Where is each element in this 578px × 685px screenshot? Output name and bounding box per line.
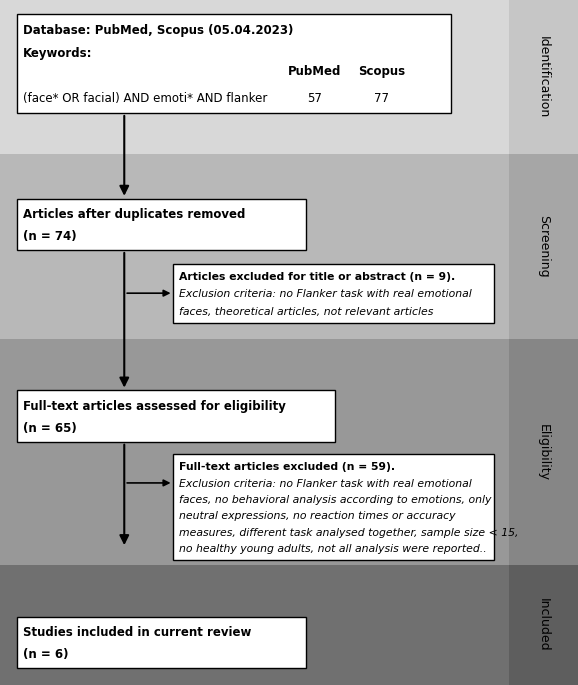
Bar [0,0,578,154]
Text: Scopus: Scopus [358,66,405,78]
Text: Exclusion criteria: no Flanker task with real emotional: Exclusion criteria: no Flanker task with… [179,479,472,488]
Text: Eligibility: Eligibility [537,423,550,481]
Text: Screening: Screening [537,215,550,278]
Text: Exclusion criteria: no Flanker task with real emotional: Exclusion criteria: no Flanker task with… [179,289,472,299]
Bar [509,339,578,565]
Text: 77: 77 [374,92,389,105]
Text: (n = 65): (n = 65) [23,421,77,434]
Bar [509,0,578,154]
FancyBboxPatch shape [17,199,306,250]
Text: Database: PubMed, Scopus (05.04.2023): Database: PubMed, Scopus (05.04.2023) [23,24,294,37]
Text: 57: 57 [307,92,323,105]
Bar [509,565,578,685]
Text: measures, different task analysed together, sample size < 15,: measures, different task analysed togeth… [179,527,518,538]
Text: (n = 6): (n = 6) [23,647,69,660]
Text: Included: Included [537,598,550,652]
Text: faces, no behavioral analysis according to emotions, only: faces, no behavioral analysis according … [179,495,491,505]
Text: Articles excluded for title or abstract (n = 9).: Articles excluded for title or abstract … [179,272,455,282]
Text: faces, theoretical articles, not relevant articles: faces, theoretical articles, not relevan… [179,306,434,316]
Text: PubMed: PubMed [288,66,342,78]
Text: neutral expressions, no reaction times or accuracy: neutral expressions, no reaction times o… [179,511,455,521]
Bar [0,154,578,339]
FancyBboxPatch shape [173,454,494,560]
Text: Keywords:: Keywords: [23,47,92,60]
FancyBboxPatch shape [17,616,306,668]
Text: Identification: Identification [537,36,550,119]
Bar [509,154,578,339]
Text: (n = 74): (n = 74) [23,229,77,242]
Text: Full-text articles excluded (n = 59).: Full-text articles excluded (n = 59). [179,462,395,472]
Bar [0,339,578,565]
FancyBboxPatch shape [17,14,451,113]
Bar [0,565,578,685]
FancyBboxPatch shape [17,390,335,442]
Text: Full-text articles assessed for eligibility: Full-text articles assessed for eligibil… [23,400,286,413]
FancyBboxPatch shape [173,264,494,323]
Text: Studies included in current review: Studies included in current review [23,626,251,639]
Text: (face* OR facial) AND emoti* AND flanker: (face* OR facial) AND emoti* AND flanker [23,92,268,105]
Text: no healthy young adults, not all analysis were reported..: no healthy young adults, not all analysi… [179,544,487,554]
Text: Articles after duplicates removed: Articles after duplicates removed [23,208,246,221]
